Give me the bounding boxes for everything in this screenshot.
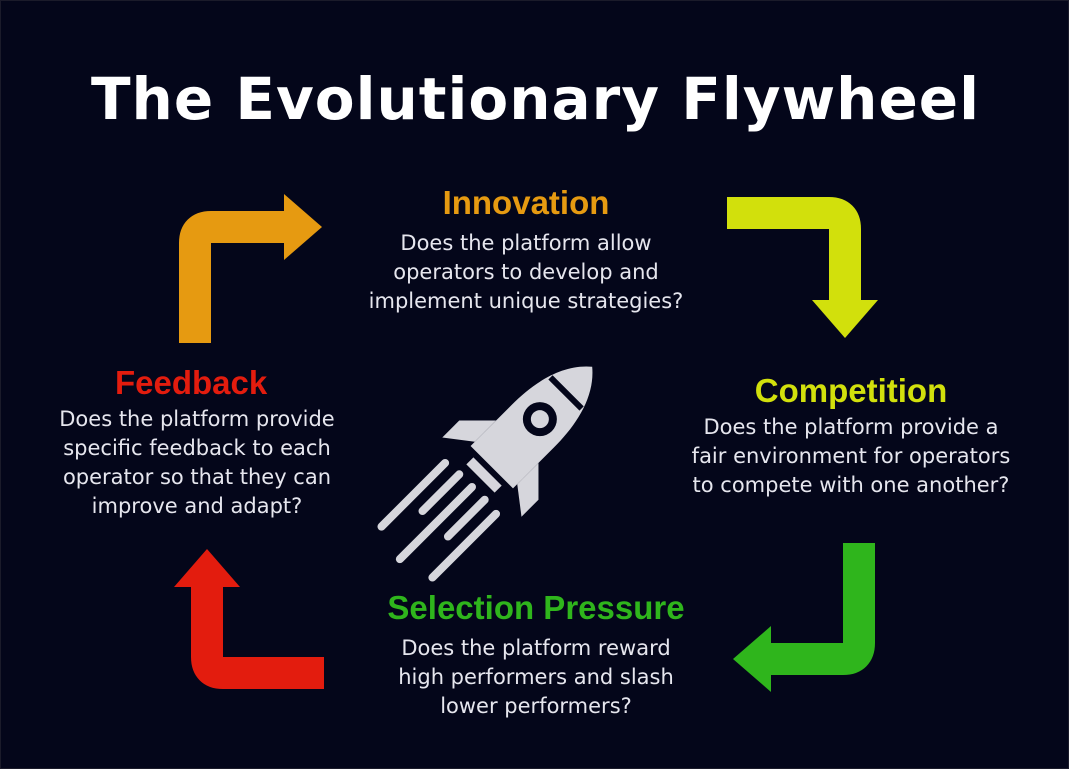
stage-title: Feedback — [115, 364, 268, 401]
stage-description: Does the platform provide specific feedb… — [21, 405, 373, 521]
stage-feedback: Feedback Does the platform provide speci… — [21, 363, 373, 521]
stage-description: Does the platform provide a fair environ… — [661, 413, 1041, 500]
description-line: implement unique strategies? — [368, 289, 684, 313]
description-line: operator so that they can — [62, 465, 332, 489]
description-line: to compete with one another? — [692, 473, 1010, 497]
description-line: Does the platform provide a — [703, 415, 999, 439]
description-line: Does the platform provide — [59, 407, 335, 431]
stage-title: Selection Pressure — [387, 589, 685, 626]
description-line: Does the platform reward — [401, 636, 671, 660]
description-line: lower performers? — [440, 694, 632, 718]
rocket-icon — [377, 366, 593, 582]
arrow-down-left-icon — [733, 543, 875, 692]
stage-competition: Competition Does the platform provide a … — [661, 371, 1041, 500]
arrow-right-down-icon — [727, 197, 878, 338]
stage-title: Innovation — [442, 184, 610, 221]
arrow-left-up-icon — [174, 549, 324, 689]
description-line: improve and adapt? — [91, 494, 303, 518]
description-line: Does the platform allow — [400, 231, 652, 255]
diagram-title: The Evolutionary Flywheel — [90, 65, 981, 133]
stage-description: Does the platform reward high performers… — [341, 634, 731, 721]
description-line: high performers and slash — [398, 665, 674, 689]
arrow-up-right-icon — [179, 194, 322, 343]
stage-innovation: Innovation Does the platform allow opera… — [331, 183, 721, 316]
description-line: fair environment for operators — [691, 444, 1011, 468]
stage-selection-pressure: Selection Pressure Does the platform rew… — [341, 588, 731, 721]
stage-description: Does the platform allow operators to dev… — [331, 229, 721, 316]
description-line: operators to develop and — [393, 260, 659, 284]
stage-title: Competition — [754, 372, 948, 409]
description-line: specific feedback to each — [63, 436, 331, 460]
